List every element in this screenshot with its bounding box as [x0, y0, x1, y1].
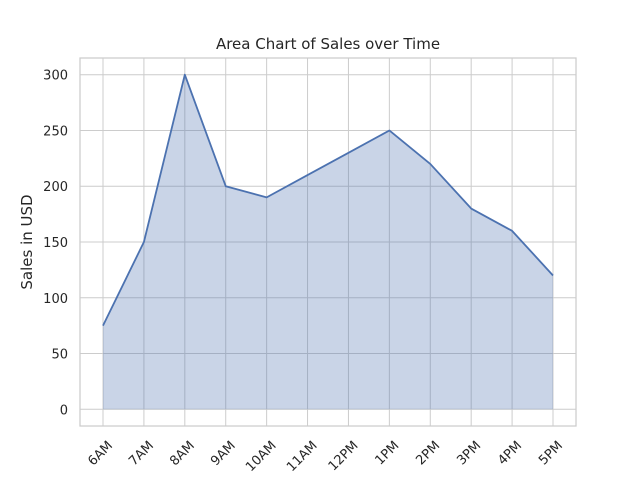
- series-line: [102, 73, 554, 327]
- grid-lines: [80, 58, 576, 426]
- x-tick-label: 11AM: [284, 438, 321, 475]
- x-tick-label: 5PM: [536, 438, 566, 468]
- y-tick-label: 0: [60, 403, 68, 418]
- y-tick-label: 100: [43, 292, 68, 307]
- x-tick-label: 9AM: [208, 438, 239, 469]
- x-tick-label: 1PM: [372, 438, 402, 468]
- x-tick-label: 8AM: [167, 438, 198, 469]
- chart-title: Area Chart of Sales over Time: [216, 35, 440, 53]
- x-tick-label: 2PM: [413, 438, 443, 468]
- y-tick-label: 150: [43, 236, 68, 251]
- x-tick-label: 6AM: [85, 438, 116, 469]
- y-axis-label: Sales in USD: [18, 194, 36, 289]
- plot-frame: [79, 57, 577, 427]
- x-tick-label: 3PM: [454, 438, 484, 468]
- y-tick-label: 250: [43, 124, 68, 139]
- y-tick-labels: 0 50 100 150 200 250 300: [43, 69, 68, 419]
- x-tick-label: 4PM: [495, 438, 525, 468]
- x-tick-labels: 6AM 7AM 8AM 9AM 10AM 11AM 12PM 1PM 2PM 3PM 4PM 5PM: [85, 438, 566, 475]
- y-tick-label: 300: [43, 69, 68, 84]
- y-tick-label: 200: [43, 180, 68, 195]
- x-tick-label: 10AM: [243, 438, 280, 475]
- x-tick-label: 7AM: [126, 438, 157, 469]
- data-area: [102, 73, 554, 410]
- y-tick-label: 50: [51, 348, 68, 363]
- x-tick-label: 12PM: [326, 438, 362, 474]
